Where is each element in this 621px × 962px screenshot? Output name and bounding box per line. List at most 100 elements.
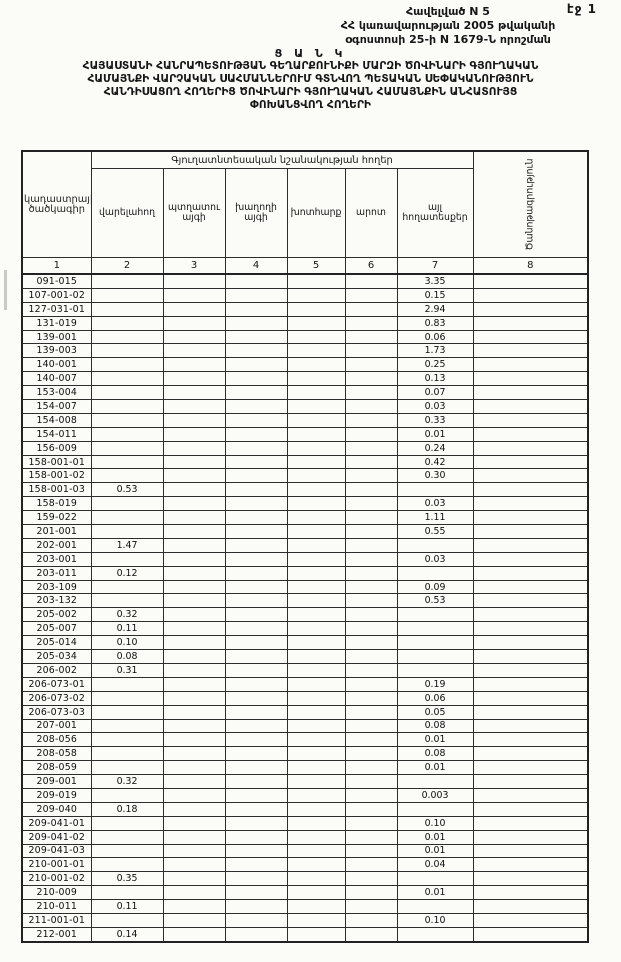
table-row: 205-002 0.32 [21,607,589,623]
orchard-value-cell [162,315,226,331]
other-lands-value-cell [396,774,474,789]
table-row: 206-073-03 0.05 [21,704,589,720]
column-number: 7 [396,257,474,275]
title-line: ՀԱՅԱՍՏԱՆԻ ՀԱՆՐԱՊԵՏՈՒԹՅԱՆ ԳԵՂԱՐՔՈՒՆԻՔԻ ՄԱ… [82,60,539,72]
note-cell [472,593,589,609]
vineyard-value-cell [224,912,288,928]
cadastral-code-cell: 212-001 [21,926,92,943]
arable-value-cell [90,676,164,692]
pasture-value-cell [344,787,398,803]
title-line: ՓՈԽԱՆՑՎՈՂ ՀՈՂԵՐԻ [250,99,371,111]
note-cell [472,399,589,414]
hayfield-value-cell [286,357,346,373]
cadastral-code-cell: 140-007 [21,371,92,387]
pasture-value-cell [344,621,398,637]
table-row: 139-003 1.73 [21,343,589,359]
pasture-value-cell [344,579,398,595]
vineyard-value-cell [224,732,288,748]
note-cell [472,649,589,664]
arable-value-cell: 0.53 [90,482,164,498]
orchard-value-cell [162,524,226,539]
hayfield-value-cell [286,385,346,401]
title-heading: Ց Ա Ն Կ [274,47,347,60]
orchard-value-cell [162,537,226,553]
hayfield-value-cell [286,649,346,664]
other-lands-value-cell: 0.01 [396,732,474,748]
arable-value-cell [90,787,164,803]
hayfield-value-cell [286,454,346,470]
other-lands-value-cell: 0.30 [396,468,474,484]
hayfield-value-cell [286,287,346,303]
column-number: 4 [224,257,288,275]
note-cell [472,912,589,928]
note-cell [472,412,589,428]
table-row: 107-001-02 0.15 [21,287,589,303]
cadastral-code-cell: 203-011 [21,565,92,581]
note-cell [472,426,589,442]
other-lands-value-cell: 0.01 [396,760,474,776]
other-lands-value-cell: 0.13 [396,371,474,387]
cadastral-code-cell: 201-001 [21,524,92,539]
arable-value-cell [90,760,164,776]
vineyard-value-cell [224,787,288,803]
vineyard-value-cell [224,746,288,762]
arable-value-cell: 0.32 [90,607,164,623]
cadastral-code-cell: 206-073-03 [21,704,92,720]
other-lands-value-cell: 0.42 [396,454,474,470]
arable-value-cell [90,273,164,289]
pasture-value-cell [344,496,398,512]
hayfield-value-cell [286,774,346,789]
cadastral-code-cell: 206-002 [21,662,92,678]
note-cell [472,676,589,692]
orchard-value-cell [162,565,226,581]
orchard-value-cell [162,774,226,789]
note-cell [472,565,589,581]
hayfield-value-cell [286,899,346,914]
vineyard-value-cell [224,496,288,512]
hayfield-value-cell [286,482,346,498]
other-lands-value-cell: 0.53 [396,593,474,609]
hayfield-value-cell [286,829,346,845]
hayfield-value-cell [286,273,346,289]
other-lands-value-cell: 0.06 [396,690,474,706]
table-row: 159-022 1.11 [21,510,589,526]
note-cell [472,482,589,498]
cadastral-code-cell: 208-058 [21,746,92,762]
note-cell [472,301,589,317]
table-row: 153-004 0.07 [21,385,589,401]
cadastral-code-cell: 139-001 [21,329,92,345]
other-lands-value-cell [396,537,474,553]
arable-value-cell: 0.11 [90,621,164,637]
column-number: 6 [344,257,398,275]
arable-value-cell [90,912,164,928]
vineyard-value-cell [224,454,288,470]
table-body: 091-015 3.35 107-001-02 0.15 127-031-01 … [21,273,589,943]
hayfield-value-cell [286,926,346,943]
other-lands-value-cell: 0.03 [396,496,474,512]
table-row: 127-031-01 2.94 [21,301,589,317]
table-row: 208-059 0.01 [21,760,589,776]
other-lands-value-cell: 0.55 [396,524,474,539]
hayfield-value-cell [286,621,346,637]
arable-value-cell [90,343,164,359]
table-row: 210-009 0.01 [21,885,589,901]
pasture-value-cell [344,301,398,317]
hayfield-value-cell [286,912,346,928]
hayfield-value-cell [286,524,346,539]
arable-value-cell [90,829,164,845]
note-cell [472,551,589,567]
other-lands-value-cell: 0.10 [396,912,474,928]
hayfield-value-cell [286,662,346,678]
hayfield-value-cell [286,885,346,901]
table-row: 209-019 0.003 [21,787,589,803]
note-cell [472,774,589,789]
arable-value-cell [90,399,164,414]
vineyard-value-cell [224,899,288,914]
cadastral-code-cell: 139-003 [21,343,92,359]
other-lands-value-cell: 0.04 [396,857,474,873]
vineyard-value-cell [224,371,288,387]
arable-value-cell [90,329,164,345]
orchard-value-cell [162,468,226,484]
note-cell [472,899,589,914]
note-cell [472,357,589,373]
